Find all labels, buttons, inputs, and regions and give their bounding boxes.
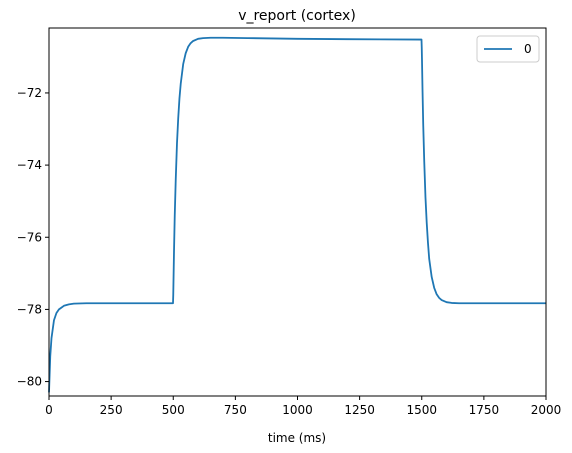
legend: 0 bbox=[476, 35, 540, 63]
legend-label: 0 bbox=[524, 42, 532, 56]
x-tick-label: 0 bbox=[45, 403, 53, 417]
x-tick-label: 250 bbox=[100, 403, 123, 417]
x-tick-label: 1500 bbox=[406, 403, 437, 417]
y-tick-label: −78 bbox=[17, 302, 42, 316]
y-tick-label: −72 bbox=[17, 86, 42, 100]
x-axis-label: time (ms) bbox=[268, 431, 326, 445]
x-tick-label: 500 bbox=[162, 403, 185, 417]
y-tick-label: −76 bbox=[17, 230, 42, 244]
y-tick-label: −80 bbox=[17, 375, 42, 389]
x-tick-label: 2000 bbox=[531, 403, 562, 417]
x-tick-label: 750 bbox=[224, 403, 247, 417]
series-line-0 bbox=[48, 36, 546, 393]
y-axis: −80 −78 −76 −74 −72 bbox=[17, 86, 49, 389]
x-tick-label: 1750 bbox=[469, 403, 500, 417]
x-tick-label: 1000 bbox=[282, 403, 313, 417]
y-tick-label: −74 bbox=[17, 158, 42, 172]
chart-title: v_report (cortex) bbox=[238, 8, 356, 24]
x-tick-label: 1250 bbox=[344, 403, 375, 417]
x-axis: 0 250 500 750 1000 1250 1500 1750 2000 bbox=[45, 396, 561, 417]
plot-area bbox=[48, 27, 547, 397]
axes-frame bbox=[48, 27, 547, 397]
